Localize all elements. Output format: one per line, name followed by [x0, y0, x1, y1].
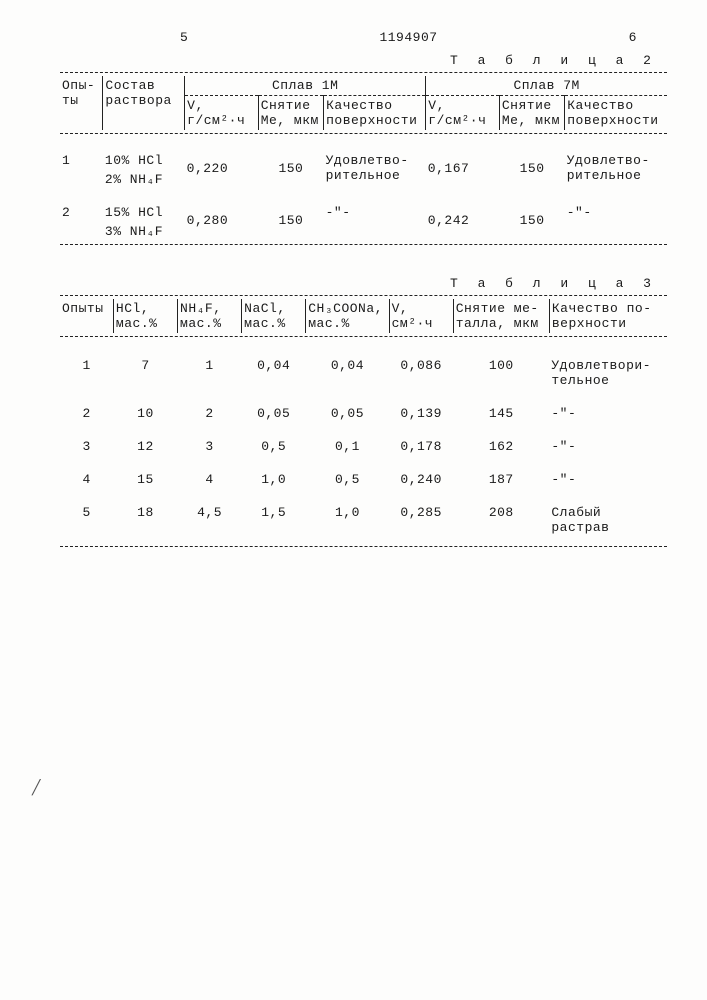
c-snyatie: Снятие ме- талла, мкм	[453, 299, 549, 333]
table-row: 215% HCl0,280150-"-0,242150-"-	[60, 189, 667, 222]
divider	[60, 336, 667, 337]
cell: 10	[113, 396, 177, 429]
sub-k1: Качество поверхности	[324, 96, 426, 131]
c-nacl: NaCl, мас.%	[242, 299, 306, 333]
page-left-num: 5	[180, 30, 188, 45]
cell: 4	[60, 462, 113, 495]
sub-v7: V, г/см²·ч	[426, 96, 500, 131]
cell: 0,178	[389, 429, 453, 462]
c-v: V, см²·ч	[389, 299, 453, 333]
cell: -"-	[549, 429, 667, 462]
col-opyty: Опы- ты	[60, 76, 103, 130]
cell: 7	[113, 340, 177, 396]
cell: 0,242	[426, 189, 500, 241]
divider	[60, 295, 667, 296]
cell: 1	[60, 340, 113, 396]
col-splav7: Сплав 7М	[426, 76, 667, 96]
table-row: 110% HCl0,220150Удовлетво- рительное0,16…	[60, 137, 667, 170]
c-ch3coona: CH₃COONa, мас.%	[306, 299, 389, 333]
c-nh4f: NH₄F, мас.%	[178, 299, 242, 333]
cell: 187	[453, 462, 549, 495]
cell: 0,220	[185, 137, 259, 189]
table-row: 31230,50,10,178162-"-	[60, 429, 667, 462]
cell: 2% NH₄F	[103, 170, 185, 189]
cell: -"-	[324, 189, 426, 241]
cell: 0,5	[242, 429, 306, 462]
table3-header: Опыты HCl, мас.% NH₄F, мас.% NaCl, мас.%…	[60, 299, 667, 333]
cell: 0,04	[242, 340, 306, 396]
cell: 3	[178, 429, 242, 462]
cell: 2	[60, 189, 103, 241]
cell: 0,240	[389, 462, 453, 495]
cell: 1,0	[306, 495, 389, 543]
cell: 0,04	[306, 340, 389, 396]
cell: Удовлетво- рительное	[324, 137, 426, 189]
col-sostav: Состав раствора	[103, 76, 185, 130]
cell: 0,05	[306, 396, 389, 429]
table2-body: 110% HCl0,220150Удовлетво- рительное0,16…	[60, 137, 667, 241]
divider	[60, 72, 667, 73]
cell: 3	[60, 429, 113, 462]
cell: 5	[60, 495, 113, 543]
cell: 0,167	[426, 137, 500, 189]
cell: 0,1	[306, 429, 389, 462]
cell: 2	[60, 396, 113, 429]
scan-artifact: ╱	[32, 780, 41, 797]
cell: 1,0	[242, 462, 306, 495]
divider	[60, 133, 667, 134]
table-row: 41541,00,50,240187-"-	[60, 462, 667, 495]
cell: -"-	[549, 396, 667, 429]
cell: 0,285	[389, 495, 453, 543]
cell: 10% HCl	[103, 137, 185, 170]
cell: -"-	[549, 462, 667, 495]
sub-k7: Качество поверхности	[565, 96, 667, 131]
c-kach: Качество по- верхности	[549, 299, 667, 333]
cell: 3% NH₄F	[103, 222, 185, 241]
cell: 4	[178, 462, 242, 495]
cell: 0,280	[185, 189, 259, 241]
cell: 100	[453, 340, 549, 396]
cell: 208	[453, 495, 549, 543]
cell: 162	[453, 429, 549, 462]
cell: 4,5	[178, 495, 242, 543]
cell: 1	[178, 340, 242, 396]
cell: Удовлетвори- тельное	[549, 340, 667, 396]
divider	[60, 546, 667, 547]
cell: 0,5	[306, 462, 389, 495]
table-row: 1710,040,040,086100Удовлетвори- тельное	[60, 340, 667, 396]
cell: 15	[113, 462, 177, 495]
cell: 150	[258, 137, 323, 189]
sub-v1: V, г/см²·ч	[185, 96, 259, 131]
cell: 150	[258, 189, 323, 241]
cell: -"-	[565, 189, 667, 241]
page-right-num: 6	[629, 30, 637, 45]
cell: Удовлетво- рительное	[565, 137, 667, 189]
cell: 15% HCl	[103, 189, 185, 222]
cell: 0,139	[389, 396, 453, 429]
divider	[60, 244, 667, 245]
c-hcl: HCl, мас.%	[113, 299, 177, 333]
cell: 0,05	[242, 396, 306, 429]
table-row: 5184,51,51,00,285208Слабый растрав	[60, 495, 667, 543]
cell: 12	[113, 429, 177, 462]
cell: 18	[113, 495, 177, 543]
table3-caption: Т а б л и ц а 3	[60, 276, 657, 291]
col-splav1: Сплав 1М	[185, 76, 426, 96]
cell: Слабый растрав	[549, 495, 667, 543]
sub-s1: Снятие Ме, мкм	[258, 96, 323, 131]
cell: 145	[453, 396, 549, 429]
table2-header: Опы- ты Состав раствора Сплав 1М Сплав 7…	[60, 76, 667, 130]
cell: 150	[499, 189, 564, 241]
cell: 1	[60, 137, 103, 189]
cell: 0,086	[389, 340, 453, 396]
table2-caption: Т а б л и ц а 2	[60, 53, 657, 68]
cell: 1,5	[242, 495, 306, 543]
sub-s7: Снятие Ме, мкм	[499, 96, 564, 131]
cell: 150	[499, 137, 564, 189]
c-opyty: Опыты	[60, 299, 113, 333]
table-row: 21020,050,050,139145-"-	[60, 396, 667, 429]
table3-body: 1710,040,040,086100Удовлетвори- тельное2…	[60, 340, 667, 543]
doc-number: 1194907	[379, 30, 437, 45]
cell: 2	[178, 396, 242, 429]
